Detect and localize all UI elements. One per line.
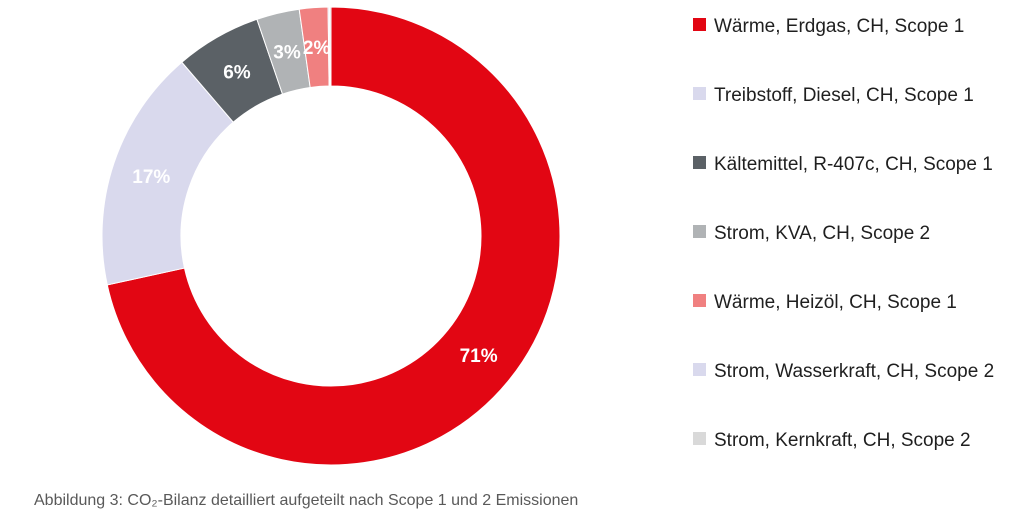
legend-swatch [693, 363, 706, 376]
legend-label: Strom, KVA, CH, Scope 2 [714, 223, 931, 244]
legend-item-treibstoff-diesel: Treibstoff, Diesel, CH, Scope 1 [693, 82, 1013, 110]
legend-swatch [693, 156, 706, 169]
data-label: 2% [303, 38, 331, 59]
legend-label: Kältemittel, R-407c, CH, Scope 1 [714, 154, 993, 175]
legend-swatch [693, 87, 706, 100]
legend-item-strom-wasserkraft: Strom, Wasserkraft, CH, Scope 2 [693, 358, 1013, 386]
donut-slices [101, 6, 561, 466]
data-label: 3% [273, 43, 301, 64]
donut-slice [106, 6, 561, 466]
donut-slice [329, 6, 332, 87]
donut-chart: 71% 17% 6% 3% 2% [101, 6, 561, 466]
legend-swatch [693, 18, 706, 31]
legend-swatch [693, 294, 706, 307]
legend-swatch [693, 225, 706, 238]
legend-swatch [693, 432, 706, 445]
legend-item-strom-kva: Strom, KVA, CH, Scope 2 [693, 220, 1013, 248]
data-label: 17% [132, 167, 170, 188]
legend-label: Wärme, Heizöl, CH, Scope 1 [714, 292, 957, 313]
legend-item-kaeltemittel: Kältemittel, R-407c, CH, Scope 1 [693, 151, 1013, 179]
legend-label: Strom, Kernkraft, CH, Scope 2 [714, 430, 971, 451]
legend-item-strom-kernkraft: Strom, Kernkraft, CH, Scope 2 [693, 427, 1013, 455]
data-label: 6% [223, 62, 251, 83]
data-label: 71% [460, 346, 498, 367]
legend-item-waerme-erdgas: Wärme, Erdgas, CH, Scope 1 [693, 13, 1013, 41]
donut-data-labels: 71% 17% 6% 3% 2% [132, 38, 497, 367]
legend-label: Treibstoff, Diesel, CH, Scope 1 [714, 85, 974, 106]
legend-label: Wärme, Erdgas, CH, Scope 1 [714, 16, 965, 37]
legend-item-waerme-heizoel: Wärme, Heizöl, CH, Scope 1 [693, 289, 1013, 317]
figure-caption: Abbildung 3: CO₂-Bilanz detailliert aufg… [34, 492, 579, 509]
legend-label: Strom, Wasserkraft, CH, Scope 2 [714, 361, 995, 382]
